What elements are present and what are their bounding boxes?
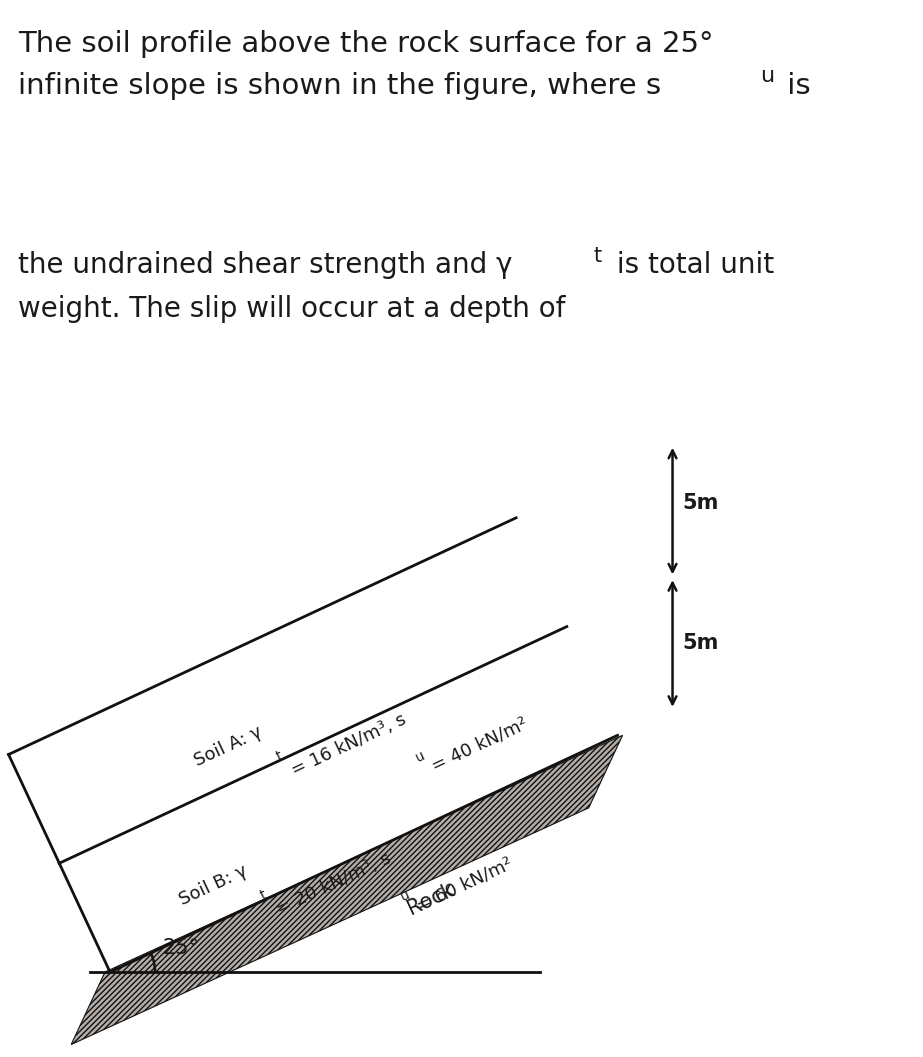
Text: The soil profile above the rock surface for a 25°: The soil profile above the rock surface … (18, 30, 713, 58)
Text: is: is (778, 72, 810, 100)
Text: u: u (399, 888, 413, 904)
Text: t: t (258, 888, 270, 903)
Text: Soil B: γ: Soil B: γ (176, 861, 250, 909)
Text: = 40 kN/m²: = 40 kN/m² (424, 715, 531, 777)
Text: is total unit: is total unit (608, 251, 774, 279)
Text: 25°: 25° (162, 938, 199, 958)
Text: = 20 kN/m³, s: = 20 kN/m³, s (269, 850, 394, 922)
Text: 5m: 5m (682, 633, 719, 653)
Text: the undrained shear strength and γ: the undrained shear strength and γ (18, 251, 512, 279)
Text: infinite slope is shown in the figure, where s: infinite slope is shown in the figure, w… (18, 72, 661, 100)
Text: t: t (273, 748, 284, 763)
Text: u: u (414, 748, 427, 764)
Text: u: u (760, 66, 774, 86)
Text: Soil A: γ: Soil A: γ (192, 723, 265, 769)
Text: Rock: Rock (404, 879, 458, 919)
Text: t: t (593, 245, 601, 265)
Polygon shape (71, 736, 622, 1044)
Text: = 60 kN/m²: = 60 kN/m² (408, 854, 515, 916)
Text: weight. The slip will occur at a depth of: weight. The slip will occur at a depth o… (18, 295, 566, 322)
Text: 5m: 5m (682, 493, 719, 513)
Text: = 16 kN/m³, s: = 16 kN/m³, s (283, 710, 410, 782)
